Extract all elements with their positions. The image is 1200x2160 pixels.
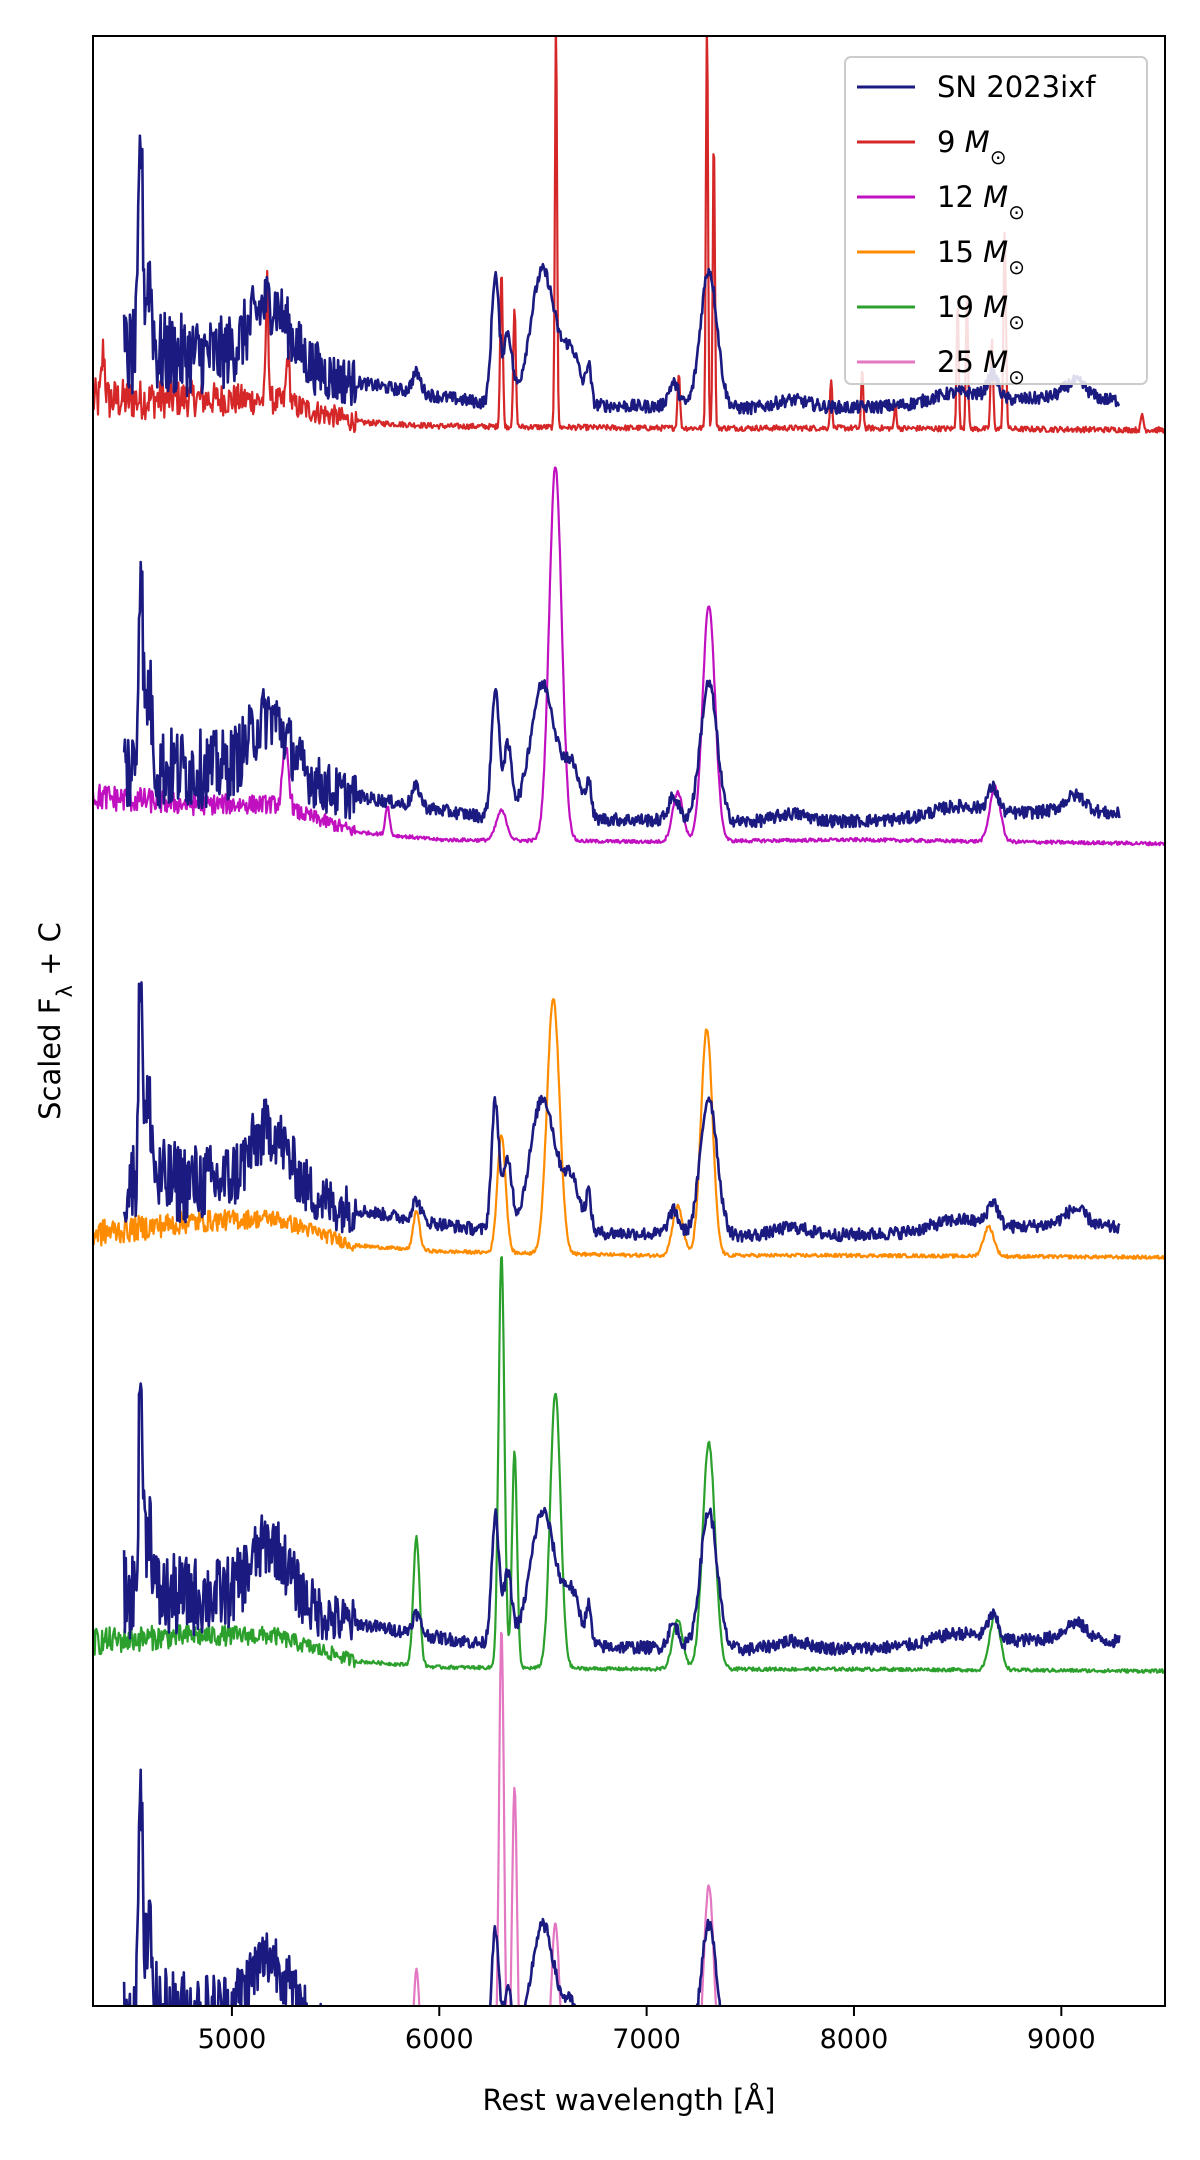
legend-label-5: 19 M⊙ [937,290,1025,334]
x-axis-ticks: 5000 6000 7000 8000 9000 [198,2006,1096,2055]
x-tick-label-5000: 5000 [198,2024,267,2055]
observed-spectrum-line-3 [122,981,1121,1243]
spectrum-group-3 [93,981,1165,1260]
observed-spectrum-line-2 [122,560,1121,829]
legend-label-1: SN 2023ixf [937,70,1096,104]
spectrum-group-1 [93,36,1165,434]
series-layer [93,36,1165,2006]
spectrum-group-5 [122,1631,722,2006]
y-axis-label-subscript: λ [53,985,77,997]
legend-label-2: 9 M⊙ [937,125,1006,169]
observed-spectrum-line-5 [122,1768,722,2006]
spectrum-group-4 [93,1256,1165,1674]
legend-label-6: 25 M⊙ [937,345,1025,389]
model-spectrum-line-1 [93,36,1165,434]
legend-label-3: 12 M⊙ [937,180,1025,224]
x-tick-label-9000: 9000 [1027,2024,1096,2055]
legend: SN 2023ixf 9 M⊙ 12 M⊙ 15 M⊙ 19 M⊙ 25 M⊙ [844,56,1148,389]
x-tick-label-7000: 7000 [612,2024,681,2055]
legend-label-4: 15 M⊙ [937,235,1025,279]
y-axis-label-suffix: + C [33,922,67,985]
legend-box [844,56,1148,385]
observed-spectrum-line-4 [122,1382,1121,1657]
plot-frame [92,35,1166,2007]
observed-spectrum-line-1 [122,134,1121,416]
model-spectrum-line-2 [93,466,1165,847]
x-tick-label-6000: 6000 [405,2024,474,2055]
x-tick-label-8000: 8000 [820,2024,889,2055]
y-axis-label-main: Scaled F [33,998,67,1120]
model-spectrum-line-3 [93,998,1165,1260]
y-axis-label: Scaled Fλ + C [33,922,77,1120]
model-spectrum-line-4 [93,1256,1165,1674]
spectrum-group-2 [93,466,1165,847]
x-axis-label: Rest wavelength [Å] [482,2083,775,2117]
